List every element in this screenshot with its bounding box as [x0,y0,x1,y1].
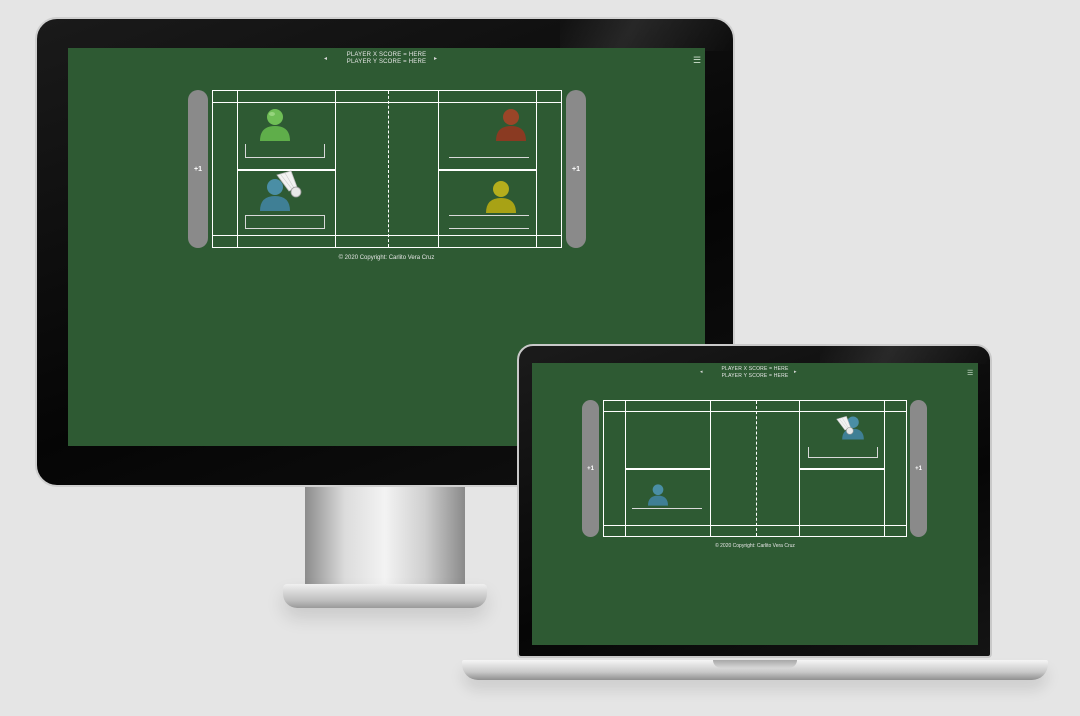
laptop-screen: PLAYER X SCORE = HERE PLAYER Y SCORE = H… [532,363,978,645]
player-blue-icon [648,484,668,506]
left-plus-one-button[interactable]: +1 [188,90,208,248]
player-name-box[interactable] [449,144,529,158]
player-blue-icon [260,179,290,211]
monitor-stand-foot [283,584,487,608]
score-header: PLAYER X SCORE = HERE PLAYER Y SCORE = H… [68,52,705,65]
center-line [439,169,537,171]
arrow-left-icon[interactable]: ◂ [324,56,328,62]
short-service-line [710,401,711,536]
player-yellow-icon [486,181,516,213]
right-plus-one-button[interactable]: +1 [566,90,586,248]
menu-icon[interactable]: ☰ [967,370,974,377]
badminton-court [212,90,562,248]
monitor-reflection [560,17,735,51]
left-plus-one-button[interactable]: +1 [582,400,599,537]
arrow-left-icon[interactable]: ◂ [700,369,703,375]
player-name-box[interactable] [632,508,702,509]
shuttlecock-icon [276,170,302,198]
player-y-score: PLAYER Y SCORE = HERE [721,373,789,379]
player-x-score: PLAYER X SCORE = HERE [721,366,789,372]
player-x-score: PLAYER X SCORE = HERE [346,52,427,58]
back-service-line [604,411,906,412]
laptop-base [462,660,1048,680]
monitor-stand-neck [305,487,465,587]
footer-copyright: © 2020 Copyright: Carlito Vera Cruz [338,255,435,261]
laptop-app: PLAYER X SCORE = HERE PLAYER Y SCORE = H… [532,363,978,645]
back-service-line [213,235,561,236]
player-name-box[interactable] [245,215,325,229]
desktop-screen: PLAYER X SCORE = HERE PLAYER Y SCORE = H… [68,48,705,446]
shuttlecock-icon [836,416,854,435]
laptop-reflection [820,344,992,364]
footer-copyright: © 2020 Copyright: Carlito Vera Cruz [715,543,795,549]
arrow-right-icon[interactable]: ▸ [794,369,797,375]
arrow-right-icon[interactable]: ▸ [434,56,438,62]
desktop-app: PLAYER X SCORE = HERE PLAYER Y SCORE = H… [68,48,705,446]
score-header: PLAYER X SCORE = HERE PLAYER Y SCORE = H… [532,366,978,379]
back-service-line [604,525,906,526]
player-name-box[interactable] [449,215,529,229]
net-line [756,401,757,536]
short-service-line [335,91,336,247]
badminton-court [603,400,907,537]
player-name-box[interactable] [245,144,325,158]
short-service-line [799,401,800,536]
net-line [388,91,389,247]
short-service-line [438,91,439,247]
player-y-score: PLAYER Y SCORE = HERE [346,59,427,65]
center-line [625,468,710,470]
back-service-line [213,102,561,103]
right-plus-one-button[interactable]: +1 [910,400,927,537]
center-line [237,169,335,171]
player-green-icon [260,109,290,141]
menu-icon[interactable]: ☰ [693,55,702,65]
center-line [800,468,885,470]
laptop-opening-notch [713,660,797,668]
player-name-box[interactable] [808,447,878,458]
player-red-icon [496,109,526,141]
